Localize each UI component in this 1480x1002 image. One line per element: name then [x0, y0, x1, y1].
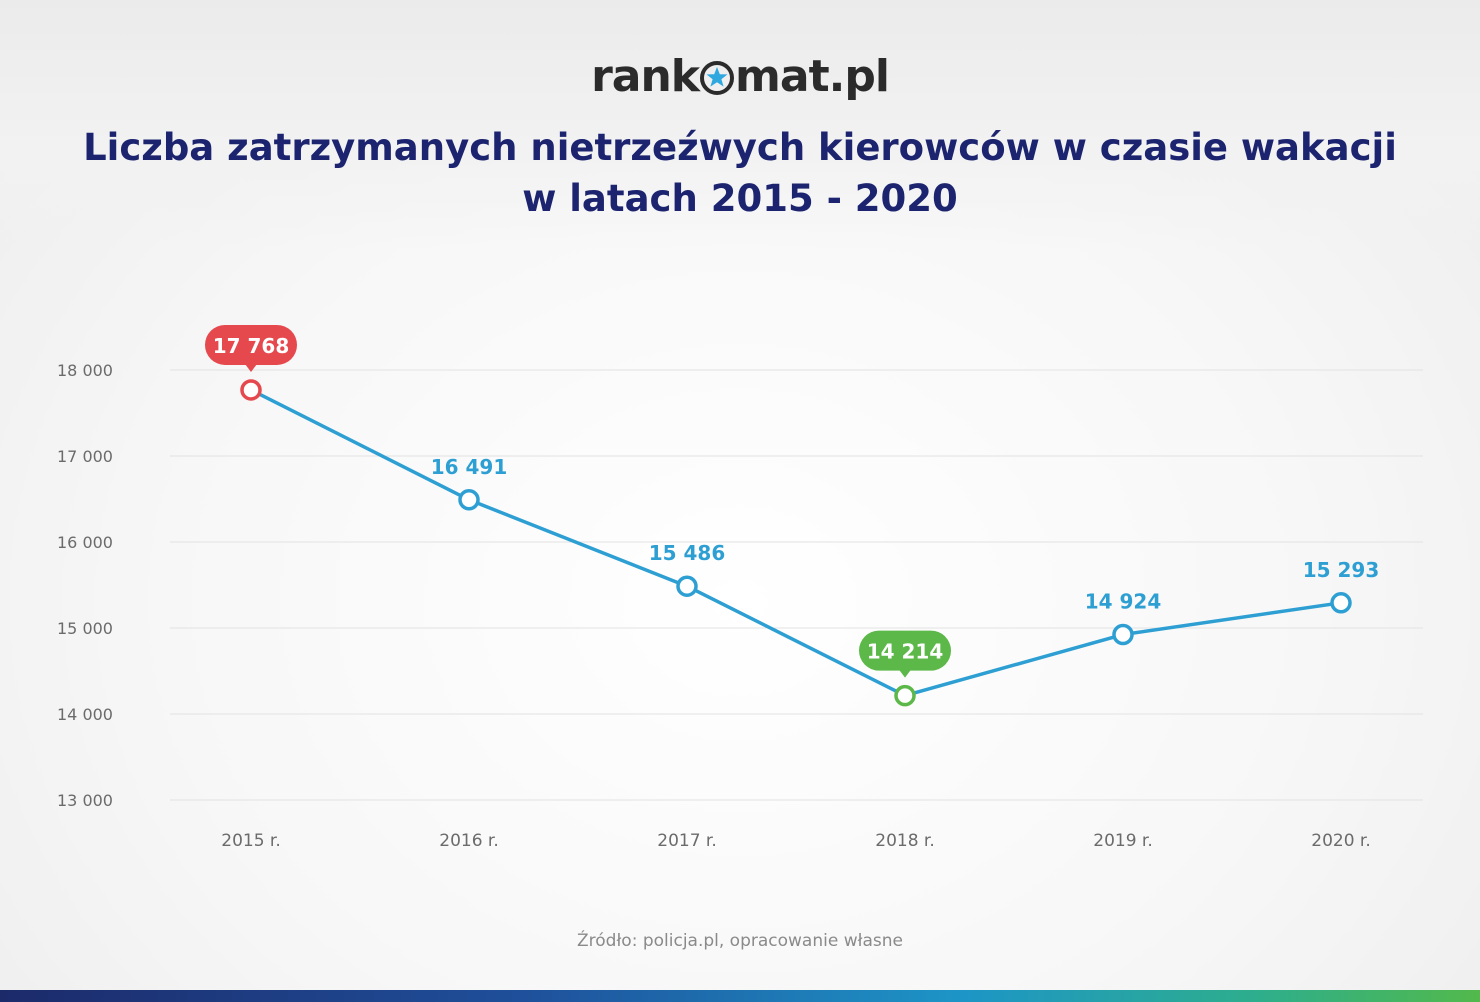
source-note: Źródło: policja.pl, opracowanie własne	[577, 931, 903, 951]
y-tick-label: 16 000	[57, 533, 113, 552]
data-point	[676, 575, 698, 597]
data-label: 14 924	[1085, 590, 1162, 614]
rankomat-logo: rank mat.pl	[0, 52, 1480, 102]
data-point	[1330, 592, 1352, 614]
x-tick-label: 2017 r.	[657, 831, 717, 851]
y-tick-label: 15 000	[57, 619, 113, 638]
y-tick-label: 18 000	[57, 361, 113, 380]
data-point	[894, 684, 916, 707]
y-tick-label: 13 000	[57, 791, 113, 810]
data-point	[458, 489, 480, 511]
data-point	[240, 379, 262, 401]
logo-star-icon	[700, 56, 735, 95]
title-band	[0, 0, 1480, 250]
logo-text-right: mat.pl	[735, 51, 890, 102]
x-tick-label: 2015 r.	[221, 831, 281, 851]
value-badge-pointer	[899, 669, 911, 678]
value-badge	[205, 324, 297, 365]
data-label: 16 491	[431, 455, 508, 479]
chart-title-line-2: w latach 2015 - 2020	[522, 177, 958, 220]
x-tick-label: 2016 r.	[439, 831, 499, 851]
y-tick-label: 17 000	[57, 447, 113, 466]
x-tick-label: 2019 r.	[1093, 831, 1153, 851]
data-label: 14 214	[867, 640, 944, 664]
logo-text-left: rank	[591, 51, 700, 102]
bottom-gradient-bar	[0, 990, 1480, 1002]
y-tick-label: 14 000	[57, 705, 113, 724]
data-label: 17 768	[213, 334, 290, 358]
value-badge	[859, 630, 951, 671]
data-point	[1112, 623, 1134, 646]
series-line	[250, 388, 1342, 698]
x-tick-label: 2020 r.	[1311, 831, 1371, 851]
data-label: 15 293	[1303, 558, 1380, 582]
x-tick-label: 2018 r.	[875, 831, 935, 851]
chart-title: Liczba zatrzymanych nietrzeźwych kierowc…	[40, 122, 1440, 224]
value-badge-pointer	[245, 363, 257, 372]
data-label: 15 486	[649, 541, 726, 565]
chart-title-line-1: Liczba zatrzymanych nietrzeźwych kierowc…	[83, 126, 1397, 169]
